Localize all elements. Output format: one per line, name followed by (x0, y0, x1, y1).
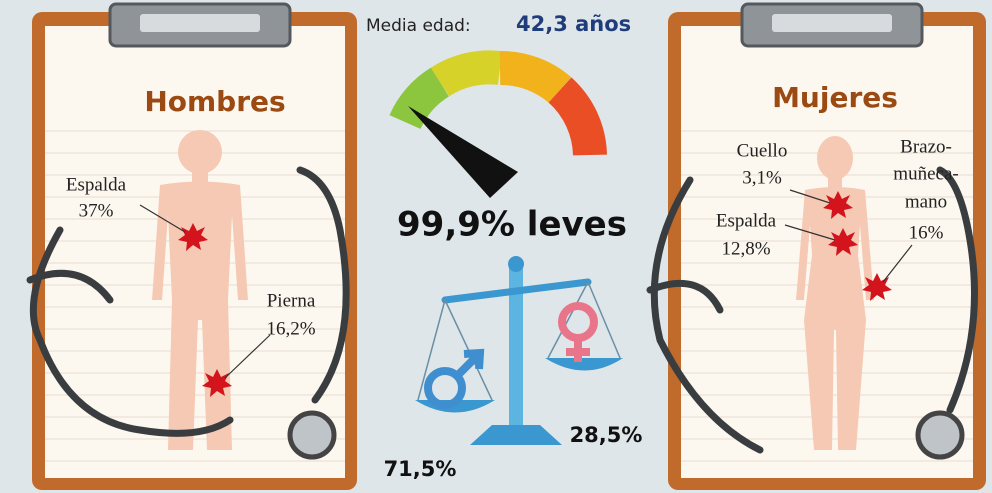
injury-value: 37% (79, 200, 114, 221)
injury-value: 3,1% (742, 167, 782, 188)
injury-value: 16,2% (266, 318, 315, 339)
infographic: Media edad: 42,3 años Hombres Espalda 37… (0, 0, 992, 493)
injury-label: mano (905, 191, 947, 212)
gauge (405, 67, 590, 155)
injury-label: Espalda (66, 174, 127, 195)
injury-value: 16% (909, 222, 944, 243)
injury-label: Pierna (267, 290, 316, 311)
injury-value: 12,8% (721, 238, 770, 259)
injury-label: Brazo- (900, 136, 952, 157)
age-value: 42,3 años (516, 12, 631, 36)
panel-title: Mujeres (772, 81, 898, 114)
injury-label: muñeca- (893, 163, 958, 184)
male-share: 71,5% (384, 457, 457, 481)
age-label: Media edad: (366, 16, 471, 36)
scale (415, 256, 623, 445)
panel-title: Hombres (144, 85, 285, 118)
chest-piece (918, 413, 962, 457)
gauge-label: 99,9% leves (397, 205, 627, 245)
chest-piece (290, 413, 334, 457)
male-symbol (428, 353, 480, 405)
injury-label: Cuello (737, 140, 788, 161)
female-share: 28,5% (570, 423, 643, 447)
gauge-needle (408, 106, 518, 198)
female-symbol (562, 306, 594, 362)
injury-label: Espalda (716, 210, 777, 231)
